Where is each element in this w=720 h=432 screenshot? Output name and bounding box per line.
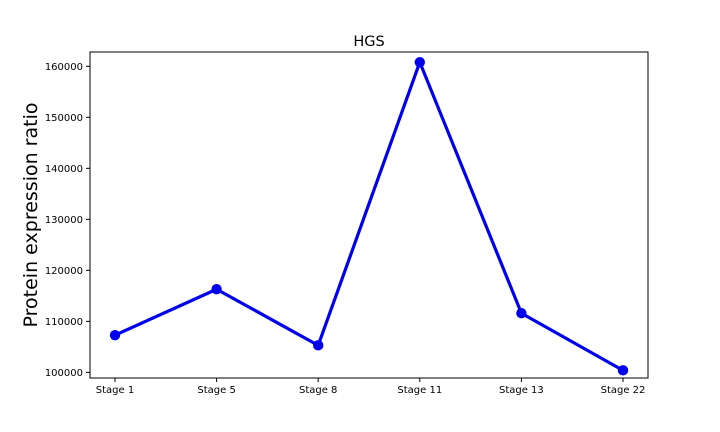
data-point xyxy=(313,340,324,351)
y-tick-label: 130000 xyxy=(45,215,83,226)
x-tick-label: Stage 11 xyxy=(397,385,442,396)
x-tick-label: Stage 1 xyxy=(96,385,134,396)
y-axis-ticks: 100000 110000 120000 130000 140000 150000 1600… xyxy=(45,62,90,379)
data-point xyxy=(516,308,527,319)
data-point xyxy=(211,284,222,295)
data-point xyxy=(617,365,629,376)
x-axis-ticks: Stage 1 Stage 5 Stage 8 Stage 11 Stage 13 Sta… xyxy=(96,378,646,396)
data-series xyxy=(109,57,629,376)
plot-area xyxy=(89,51,649,379)
y-tick-label: 110000 xyxy=(45,317,83,328)
chart-title: HGS xyxy=(353,34,384,50)
y-tick-label: 120000 xyxy=(45,266,83,277)
x-tick-label: Stage 8 xyxy=(299,385,337,396)
y-tick-label: 100000 xyxy=(45,368,83,379)
data-point xyxy=(109,329,121,341)
y-tick-label: 160000 xyxy=(45,62,83,73)
y-axis-label: Protein expression ratio xyxy=(20,103,42,328)
y-tick-label: 140000 xyxy=(45,164,83,175)
x-tick-label: Stage 13 xyxy=(499,385,544,396)
y-tick-label: 150000 xyxy=(45,113,83,124)
series-line xyxy=(114,60,624,372)
data-point xyxy=(414,57,425,68)
x-tick-label: Stage 22 xyxy=(601,385,646,396)
x-tick-label: Stage 5 xyxy=(197,385,235,396)
